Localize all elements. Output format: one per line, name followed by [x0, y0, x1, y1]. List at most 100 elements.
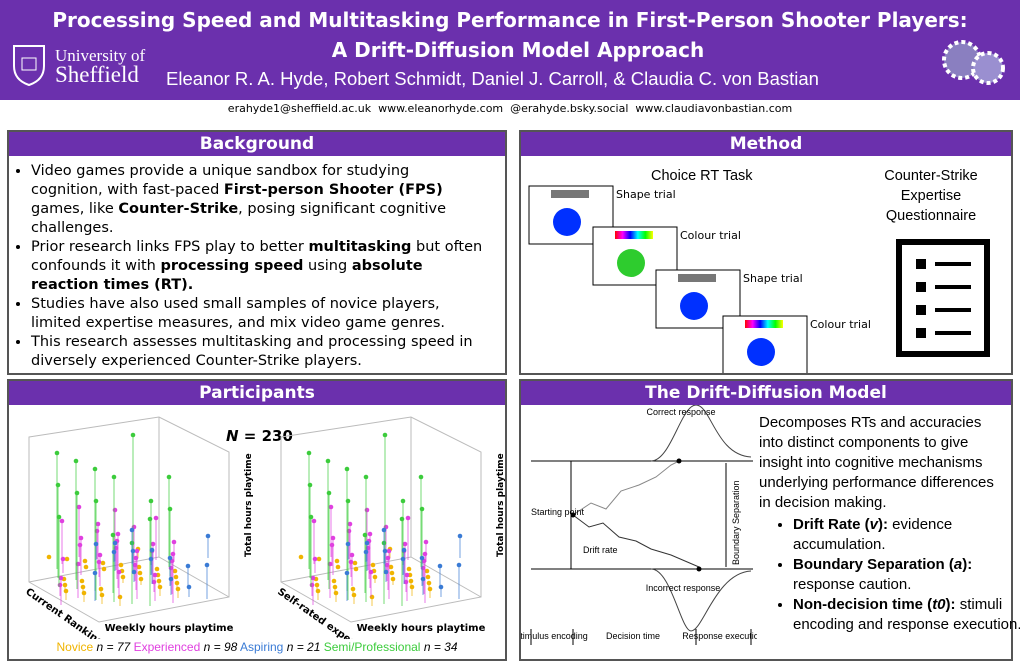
point: [156, 578, 162, 584]
task-title: Choice RT Task: [651, 168, 753, 184]
ddm-diagram: Correct response Incorrect response Star…: [521, 405, 757, 645]
ddm-panel: The Drift-Diffusion Model Decomposes RTs…: [519, 379, 1020, 661]
point: [350, 586, 356, 592]
point: [133, 555, 139, 561]
legend: Novice n = 77 Experienced n = 98 Aspirin…: [9, 640, 505, 654]
diagram-label: Incorrect response: [646, 583, 721, 593]
text-segment: absolute reaction times (RT).: [31, 258, 423, 293]
stimulus-shape: [680, 292, 708, 320]
point: [150, 541, 156, 547]
point: [167, 555, 173, 561]
diagram-label: Boundary Separation: [731, 480, 741, 565]
point: [419, 506, 425, 512]
point: [46, 554, 52, 560]
bullet: Video games provide a unique sandbox for…: [31, 162, 485, 238]
method-figure: Shape trial Colour trial Shape trial Colour…: [528, 185, 990, 373]
point: [173, 574, 179, 580]
point: [111, 549, 117, 555]
point: [456, 562, 462, 568]
point: [63, 588, 69, 594]
text-segment: This research assesses multitasking and …: [31, 334, 473, 369]
point: [438, 584, 444, 590]
point: [55, 482, 61, 488]
point: [351, 592, 357, 598]
point: [364, 540, 370, 546]
point: [401, 547, 407, 553]
point: [172, 568, 178, 574]
point: [186, 584, 192, 590]
stimulus-bar: [551, 190, 589, 198]
trial-label: Colour trial: [810, 318, 871, 331]
point: [100, 560, 106, 566]
legend-name: Aspiring: [240, 640, 284, 654]
point: [312, 556, 318, 562]
legend-count: n = 21: [286, 640, 321, 654]
text-segment: First-person Shooter (FPS): [223, 182, 443, 198]
header: University of Sheffield Processing Speed…: [0, 0, 1020, 100]
point: [402, 541, 408, 547]
point: [427, 586, 433, 592]
point: [79, 578, 85, 584]
point: [112, 540, 118, 546]
participants-panel: Participants N = 230 Weekly hours playti…: [7, 379, 507, 661]
section-title: Background: [9, 132, 505, 156]
point: [308, 514, 314, 520]
point: [384, 562, 390, 568]
point: [311, 518, 317, 524]
bullet-list: Drift Rate (v): evidence accumulation.Bo…: [773, 515, 1020, 635]
point: [365, 545, 371, 551]
point: [81, 590, 87, 596]
point: [130, 432, 136, 438]
point: [422, 551, 428, 557]
text-segment: response caution.: [793, 576, 912, 593]
point: [346, 528, 352, 534]
point: [112, 507, 118, 513]
text-segment: games, like: [31, 201, 119, 217]
authors: Eleanor R. A. Hyde, Robert Schmidt, Dani…: [166, 68, 819, 89]
point: [381, 527, 387, 533]
point: [348, 559, 354, 565]
point: [174, 580, 180, 586]
text-segment: , posing significant cognitive challenge…: [31, 201, 447, 236]
text-segment: evidence accumulation.: [793, 516, 953, 553]
point: [80, 584, 86, 590]
point: [383, 569, 389, 575]
point: [298, 554, 304, 560]
bullet: Non-decision time (t0): stimuli encoding…: [793, 595, 1020, 635]
point: [352, 560, 358, 566]
method-panel: Method Choice RT Task Counter-Strike Exp…: [519, 130, 1013, 375]
point: [96, 559, 102, 565]
point: [370, 562, 376, 568]
point: [120, 574, 126, 580]
point: [149, 547, 155, 553]
point: [382, 432, 388, 438]
point: [138, 576, 144, 582]
point: [345, 498, 351, 504]
point: [332, 584, 338, 590]
point: [136, 564, 142, 570]
diagram-label: Response execution: [682, 631, 757, 641]
point: [94, 528, 100, 534]
text-segment: t0: [932, 596, 946, 613]
university: Sheffield: [55, 62, 139, 87]
diagram-label: Correct response: [646, 407, 715, 417]
point: [92, 466, 98, 472]
point: [129, 527, 135, 533]
point: [134, 548, 140, 554]
point: [148, 556, 154, 562]
point: [147, 516, 153, 522]
trial-card: Colour trial: [722, 315, 871, 373]
text-segment: multitasking: [308, 239, 412, 255]
stimulus-shape: [747, 338, 775, 366]
point: [59, 518, 65, 524]
section-title: Participants: [9, 381, 505, 405]
axis-label: Weekly hours playtime: [105, 623, 234, 634]
plot-box: [28, 416, 230, 623]
point: [349, 552, 355, 558]
bullet: Boundary Separation (a): response cautio…: [793, 555, 1020, 595]
bullet: Studies have also used small samples of …: [31, 295, 485, 333]
legend-name: Semi/Professional: [323, 640, 421, 654]
